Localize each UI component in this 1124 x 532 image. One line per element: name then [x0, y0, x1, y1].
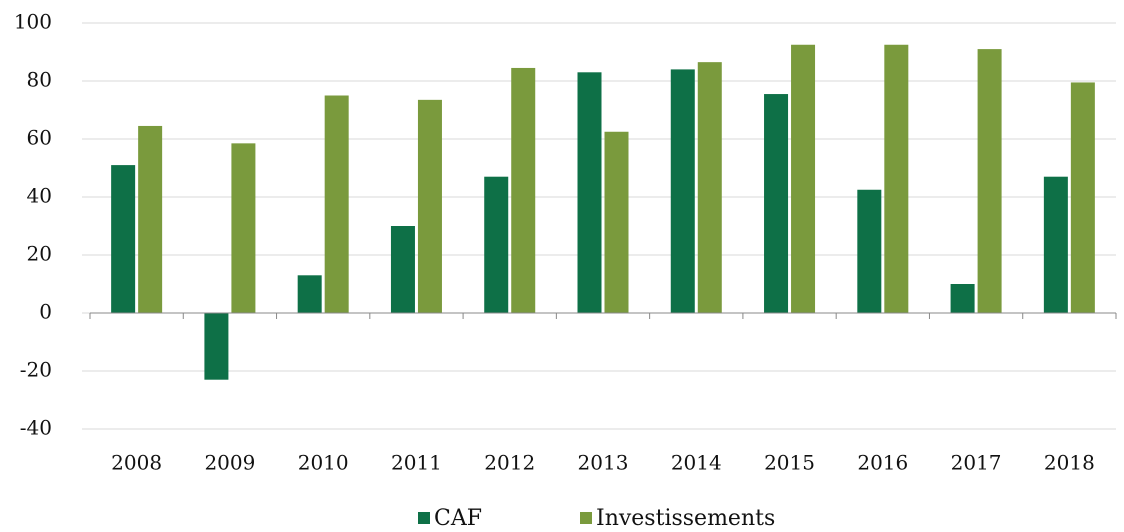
bar — [231, 143, 256, 313]
legend-swatch — [418, 512, 430, 524]
legend-label: Investissements — [596, 506, 775, 531]
x-tick-label: 2013 — [578, 451, 629, 475]
bar — [484, 176, 509, 313]
x-tick-label: 2009 — [204, 451, 255, 475]
bar — [764, 94, 789, 313]
bar — [604, 131, 629, 313]
bar — [791, 44, 816, 313]
x-tick-label: 2011 — [391, 451, 442, 475]
y-tick-label: -20 — [20, 358, 52, 382]
y-tick-label: 0 — [39, 300, 52, 324]
x-tick-label: 2014 — [671, 451, 722, 475]
bar — [1043, 176, 1068, 313]
bar — [697, 62, 722, 314]
y-tick-label: 20 — [27, 242, 52, 266]
y-tick-label: 80 — [27, 68, 52, 92]
bar — [324, 95, 349, 313]
bar — [204, 313, 229, 380]
bar — [390, 226, 415, 313]
bar — [1070, 82, 1095, 313]
bar — [670, 69, 695, 314]
x-tick-label: 2018 — [1044, 451, 1095, 475]
bar — [138, 125, 163, 313]
bar — [111, 165, 136, 313]
x-tick-label: 2008 — [111, 451, 162, 475]
bar — [884, 44, 909, 313]
y-tick-label: 100 — [14, 10, 52, 34]
x-tick-label: 2012 — [484, 451, 535, 475]
y-tick-label: -40 — [20, 416, 52, 440]
x-tick-label: 2015 — [764, 451, 815, 475]
bar — [857, 189, 882, 313]
x-tick-label: 2017 — [951, 451, 1002, 475]
bar — [511, 67, 536, 313]
x-tick-label: 2010 — [298, 451, 349, 475]
bar — [950, 284, 975, 313]
bar — [577, 72, 602, 313]
legend-swatch — [580, 512, 592, 524]
x-tick-label: 2016 — [857, 451, 908, 475]
bar — [417, 99, 442, 313]
y-tick-label: 40 — [27, 184, 52, 208]
bar — [977, 49, 1002, 313]
y-tick-label: 60 — [27, 126, 52, 150]
bar — [297, 275, 322, 313]
legend-label: CAF — [434, 506, 482, 531]
